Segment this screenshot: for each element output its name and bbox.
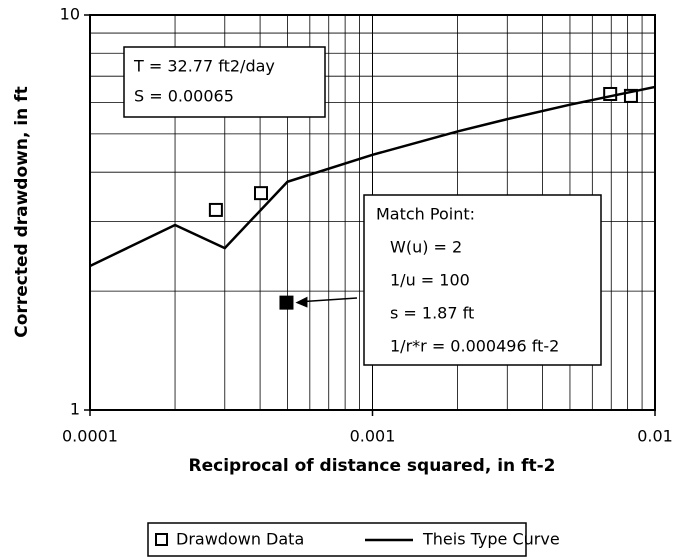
y-axis-label: Corrected drawdown, in ft	[12, 86, 32, 337]
legend-marker	[155, 533, 168, 546]
type-curve	[89, 85, 656, 268]
data-point	[253, 186, 268, 201]
annotation-text: s = 1.87 ft	[390, 304, 474, 323]
arrow-line	[302, 297, 358, 303]
match-point	[279, 295, 294, 310]
x-tick-label: 0.01	[637, 427, 673, 446]
annotation-text: 1/r*r = 0.000496 ft-2	[390, 337, 559, 356]
annotation-text: S = 0.00065	[134, 87, 234, 106]
legend-box	[147, 522, 527, 557]
x-tick-label: 0.0001	[62, 427, 118, 446]
x-tick-label: 0.001	[350, 427, 396, 446]
legend-label: Theis Type Curve	[422, 530, 560, 549]
annotation-text: 1/u = 100	[390, 271, 470, 290]
arrow-head	[295, 296, 308, 308]
y-tick-label: 10	[60, 5, 80, 24]
legend-label: Drawdown Data	[176, 530, 304, 549]
annotation-box	[363, 194, 602, 366]
annotation-text: W(u) = 2	[390, 238, 462, 257]
y-tick-label: 1	[70, 400, 80, 419]
plot-frame	[89, 14, 656, 411]
annotation-text: Match Point:	[376, 205, 475, 224]
data-point	[208, 202, 223, 217]
x-axis-label: Reciprocal of distance squared, in ft-2	[189, 456, 556, 476]
annotation-box	[123, 46, 326, 118]
annotation-text: T = 32.77 ft2/day	[133, 57, 275, 76]
